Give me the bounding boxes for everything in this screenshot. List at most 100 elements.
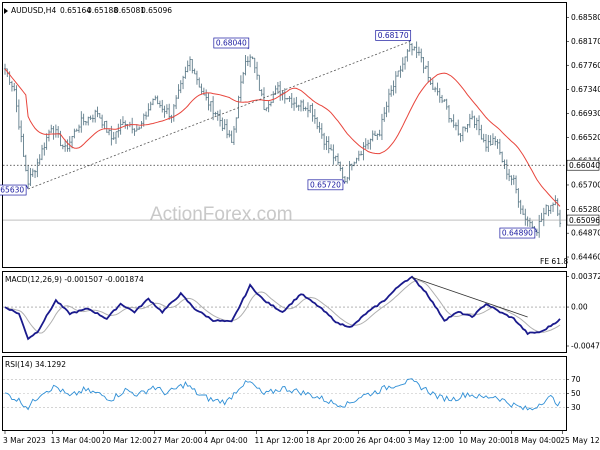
axis-tick-label: 0.66520 <box>571 133 600 142</box>
price-bar <box>547 205 550 217</box>
price-bar <box>551 202 555 212</box>
price-bar <box>440 94 444 104</box>
rsi-title: RSI(14) 34.1292 <box>5 360 66 369</box>
price-bar <box>475 117 478 131</box>
price-bar <box>452 114 455 128</box>
time-tick-label: 27 Mar 20:00 <box>153 436 203 445</box>
price-bar <box>288 96 291 102</box>
price-bar <box>431 79 434 90</box>
price-bar <box>306 102 310 118</box>
svg-text:0.68170: 0.68170 <box>378 31 409 40</box>
price-bar <box>124 120 127 129</box>
price-bar <box>91 114 94 123</box>
price-bar <box>20 120 23 143</box>
price-bar <box>191 59 194 74</box>
price-bar <box>556 198 559 217</box>
price-bar <box>366 139 370 150</box>
price-bar <box>424 65 427 69</box>
price-bar <box>225 119 229 139</box>
price-bar <box>538 214 541 238</box>
time-tick-label: 11 Apr 12:00 <box>254 436 303 445</box>
price-bar <box>286 97 289 100</box>
price-bar <box>258 74 261 91</box>
price-bar <box>505 159 508 180</box>
svg-text:0.65630: 0.65630 <box>0 186 24 195</box>
price-bar <box>290 92 293 109</box>
price-bar <box>249 54 252 68</box>
price-bar <box>401 57 404 72</box>
price-bar <box>214 111 217 116</box>
price-bar <box>50 124 53 133</box>
price-title: AUDUSD,H4 0.65164 0.65188 0.65081 0.6509… <box>4 6 172 15</box>
price-bar <box>267 100 270 113</box>
axis-tick-label: -0.004716 <box>571 342 600 351</box>
price-bar <box>156 95 159 105</box>
price-bar <box>346 176 349 184</box>
price-bar <box>158 100 162 108</box>
price-bar <box>47 129 51 142</box>
price-bar <box>253 57 256 74</box>
price-bar <box>82 113 85 126</box>
axis-tick-label: 50 <box>571 389 581 398</box>
price-bar <box>519 199 522 215</box>
price-bar <box>262 87 266 111</box>
axis-tick-label: 0.68170 <box>571 37 600 46</box>
price-bar <box>269 101 273 107</box>
price-bar <box>216 110 219 121</box>
price-bar <box>168 103 171 120</box>
price-bar <box>383 107 386 122</box>
price-bar <box>135 124 138 132</box>
price-bar <box>512 174 515 185</box>
price-bar <box>473 115 476 129</box>
price-bar <box>327 136 330 154</box>
price-bar <box>151 98 155 106</box>
price-bar <box>410 43 414 56</box>
level-badge: 0.66040 <box>566 159 600 171</box>
price-bar <box>29 167 32 186</box>
price-bar <box>165 104 168 115</box>
price-bar <box>154 95 157 101</box>
price-bar <box>558 209 562 228</box>
price-bar <box>221 117 224 132</box>
time-tick-label: 20 Mar 12:00 <box>102 436 152 445</box>
price-bar <box>292 97 296 111</box>
price-bar <box>87 116 90 126</box>
price-bar <box>75 128 78 132</box>
price-bar <box>514 175 518 194</box>
price-bar <box>80 111 83 133</box>
price-bar <box>147 103 150 117</box>
price-bar <box>447 104 451 123</box>
time-tick-label: 3 May 12:00 <box>407 436 454 445</box>
price-bar <box>297 104 300 111</box>
price-bar <box>260 89 263 97</box>
price-bar <box>554 195 557 206</box>
price-bar <box>144 111 148 120</box>
price-bar <box>503 159 506 169</box>
price-bar <box>68 136 71 152</box>
price-bar <box>501 151 504 163</box>
price-bar <box>175 95 178 110</box>
price-bar <box>443 99 446 102</box>
macd-line <box>4 275 561 341</box>
price-bar <box>542 207 545 227</box>
price-bar <box>380 113 384 141</box>
symbol-title: AUDUSD,H4 <box>11 6 56 15</box>
price-bar <box>394 71 397 94</box>
price-bar <box>103 120 106 130</box>
price-bar <box>320 123 323 139</box>
time-tick-label: 25 May 12:00 <box>560 436 600 445</box>
price-bar <box>438 88 441 103</box>
price-bar <box>15 85 18 113</box>
price-bar <box>38 154 41 165</box>
price-bar <box>112 131 115 140</box>
price-bar <box>390 85 393 97</box>
price-bar <box>482 133 485 143</box>
macd-title: MACD(12,26,9) -0.001507 -0.001874 <box>5 275 144 284</box>
price-bar <box>232 125 236 145</box>
price-bar <box>265 107 268 112</box>
macd-axis-ticks: 0.003722 0.00 -0.004716 <box>566 272 600 351</box>
price-bar <box>399 65 402 78</box>
price-bar <box>94 109 97 123</box>
price-bar <box>311 103 314 122</box>
price-bar <box>392 80 395 96</box>
